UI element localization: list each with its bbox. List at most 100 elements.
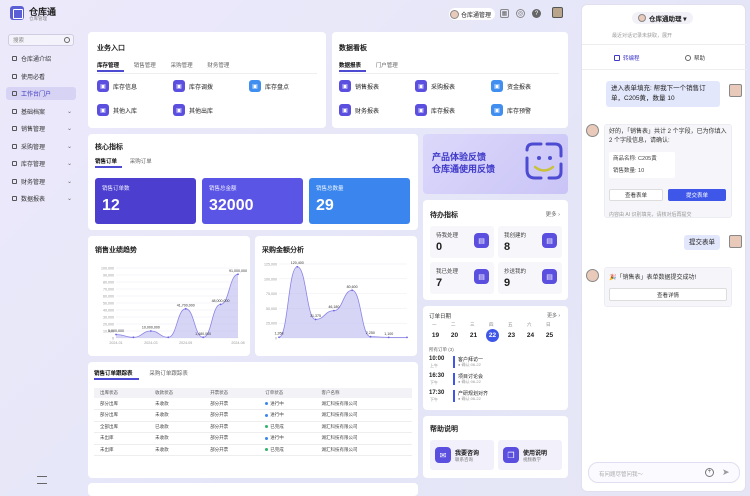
quick-entry-0[interactable]: ▣ 销售报表: [339, 80, 379, 92]
feedback-banner[interactable]: 产品体验反馈 仓库通使用反馈: [423, 134, 568, 194]
tab-underline: [339, 70, 366, 72]
calendar-day[interactable]: 23: [507, 332, 516, 339]
todo-item-3[interactable]: 抄送我的 9 ▤: [498, 262, 562, 294]
tab-table-0[interactable]: 销售订单跟踪表: [94, 371, 133, 377]
user-menu[interactable]: 仓库通管理: [449, 8, 496, 20]
quick-entry-4[interactable]: ▣ 其他出库: [173, 104, 213, 116]
tab-kpi-1[interactable]: 采购订单: [129, 159, 152, 165]
calendar-day[interactable]: 24: [526, 332, 535, 339]
tab-kpi-0[interactable]: 销售订单: [95, 159, 118, 165]
calendar-day[interactable]: 22: [486, 329, 499, 342]
data-point: [278, 336, 280, 339]
calendar-day[interactable]: 20: [450, 332, 459, 339]
view-detail-button[interactable]: 查看详情: [609, 288, 727, 301]
quick-entry-4[interactable]: ▣ 库存报表: [415, 104, 455, 116]
data-point: [149, 330, 152, 332]
send-icon[interactable]: ➤: [722, 467, 730, 477]
calendar-day[interactable]: 19: [431, 332, 440, 339]
quick-entry-2[interactable]: ▣ 资金报表: [491, 80, 531, 92]
sidebar-item-label: 使用必看: [21, 74, 46, 81]
sidebar-item-1[interactable]: 使用必看: [6, 70, 76, 83]
sidebar-item-6[interactable]: 库存管理 ⌄: [6, 157, 76, 170]
event-title[interactable]: 项目讨论会: [458, 374, 484, 380]
todo-item-1[interactable]: 我创建的 8 ▤: [498, 226, 562, 258]
calendar-title: 订单日期: [429, 314, 452, 320]
attach-icon[interactable]: +: [705, 468, 714, 477]
kpi-stat-0[interactable]: 销售订单数 12: [95, 178, 196, 224]
tab-table-1[interactable]: 采购订单跟踪表: [149, 371, 188, 377]
quick-entry-2[interactable]: ▣ 库存盘点: [249, 80, 289, 92]
sidebar-item-8[interactable]: 数据报表 ⌄: [6, 192, 76, 205]
sidebar-item-3[interactable]: 基础档案 ⌄: [6, 105, 76, 118]
tab-business-2[interactable]: 采购管理: [170, 63, 193, 69]
assistant-title-text: 仓库通助理 ▾: [649, 16, 687, 23]
view-form-button[interactable]: 查看表单: [609, 189, 663, 201]
data-label: 120,400: [291, 261, 304, 265]
table-cell: 湖汇科技有限公司: [315, 444, 412, 456]
quick-entry-1[interactable]: ▣ 采购报表: [415, 80, 455, 92]
quick-entry-0[interactable]: ▣ 库存信息: [97, 80, 137, 92]
data-point: [115, 333, 117, 336]
search-input[interactable]: 搜索: [8, 34, 74, 46]
kpi-stat-1[interactable]: 销售总金额 32000: [202, 178, 303, 224]
tab-dashboard-0[interactable]: 数据报表: [339, 63, 362, 69]
y-tick-label: 60,000: [103, 295, 114, 299]
calendar-day[interactable]: 21: [469, 332, 478, 339]
app-entry-icon: ▣: [173, 104, 185, 116]
event-title[interactable]: 客户拜访一: [458, 357, 484, 363]
grid-icon[interactable]: ▦: [500, 9, 509, 18]
assistant-title[interactable]: 仓库通助理 ▾: [632, 12, 693, 24]
table-cell-text: 湖汇科技有限公司: [321, 400, 358, 406]
sidebar-item-2[interactable]: 工作台门户: [6, 87, 76, 100]
todo-more-link[interactable]: 更多 ›: [545, 212, 560, 218]
table-row[interactable]: 部分出库 未收款 部分开票 进行中 湖汇科技有限公司: [94, 398, 412, 410]
table-cell: 已收款: [149, 421, 205, 433]
submit-form-button[interactable]: 提交表单: [668, 189, 726, 201]
tab-help[interactable]: 帮助: [685, 54, 705, 62]
avatar[interactable]: [552, 7, 563, 18]
collapse-menu-icon[interactable]: [37, 476, 47, 484]
tab-dashboard-1[interactable]: 门户管理: [375, 63, 398, 69]
help-icon[interactable]: ◎: [516, 9, 525, 18]
help-item-sub: 联系咨询: [455, 457, 473, 462]
history-hint[interactable]: 最近对话记录未获取，展开: [612, 33, 673, 39]
table-row[interactable]: 部分出库 未收款 部分开票 进行中 湖汇科技有限公司: [94, 409, 412, 422]
chart-icon: [12, 196, 17, 201]
book-icon: [12, 73, 17, 79]
cart-icon: [12, 126, 17, 131]
todo-item-0[interactable]: 待我处理 0 ▤: [430, 226, 494, 258]
tab-business-1[interactable]: 销售管理: [133, 63, 156, 69]
calendar-day[interactable]: 25: [545, 332, 554, 339]
status-dot: [265, 401, 269, 405]
help-item-1[interactable]: ❐ 使用说明 视频教学: [498, 440, 562, 470]
table-row[interactable]: 未出库 未收款 部分开票 进行中 湖汇科技有限公司: [94, 432, 412, 445]
feedback-illustration-icon: [525, 142, 563, 180]
tab-business-3[interactable]: 财务管理: [207, 63, 230, 69]
table-header: 出库状态: [94, 388, 150, 398]
quick-entry-label: 库存调拨: [189, 84, 214, 91]
quick-entry-3[interactable]: ▣ 财务报表: [339, 104, 379, 116]
app-entry-icon: ▣: [97, 80, 109, 92]
quick-entry-5[interactable]: ▣ 库存预警: [491, 104, 531, 116]
tab-business-0[interactable]: 库存管理: [97, 63, 120, 69]
quick-entry-3[interactable]: ▣ 其他入库: [97, 104, 137, 116]
table-row[interactable]: 全部出库 已收款 部分开票 已完成 湖汇科技有限公司: [94, 421, 412, 433]
todo-value: 8: [504, 241, 511, 253]
sidebar-item-7[interactable]: 财务管理 ⌄: [6, 175, 76, 188]
sidebar-item-4[interactable]: 销售管理 ⌄: [6, 122, 76, 135]
sidebar-item-5[interactable]: 采购管理 ⌄: [6, 140, 76, 153]
todo-label: 待我处理: [436, 233, 459, 239]
sidebar-item-0[interactable]: 仓库通介绍: [6, 52, 76, 65]
quick-entry-1[interactable]: ▣ 库存调拨: [173, 80, 213, 92]
todo-item-2[interactable]: 我已处理 7 ▤: [430, 262, 494, 294]
tab-convert[interactable]: 转编程: [614, 54, 640, 62]
kpi-stat-value: 12: [102, 197, 120, 214]
event-title[interactable]: 产研规划对齐: [458, 391, 489, 397]
chat-input[interactable]: 有问题尽管问我～ + ➤: [588, 462, 740, 483]
help-item-0[interactable]: ✉ 我要咨询 联系咨询: [430, 440, 494, 470]
data-point: [406, 336, 408, 339]
table-row[interactable]: 未出库 未收款 部分开票 已完成 湖汇科技有限公司: [94, 444, 412, 456]
calendar-more-link[interactable]: 更多 ›: [546, 313, 560, 319]
kpi-stat-2[interactable]: 销售总数量 29: [309, 178, 410, 224]
question-icon[interactable]: ?: [532, 9, 541, 18]
